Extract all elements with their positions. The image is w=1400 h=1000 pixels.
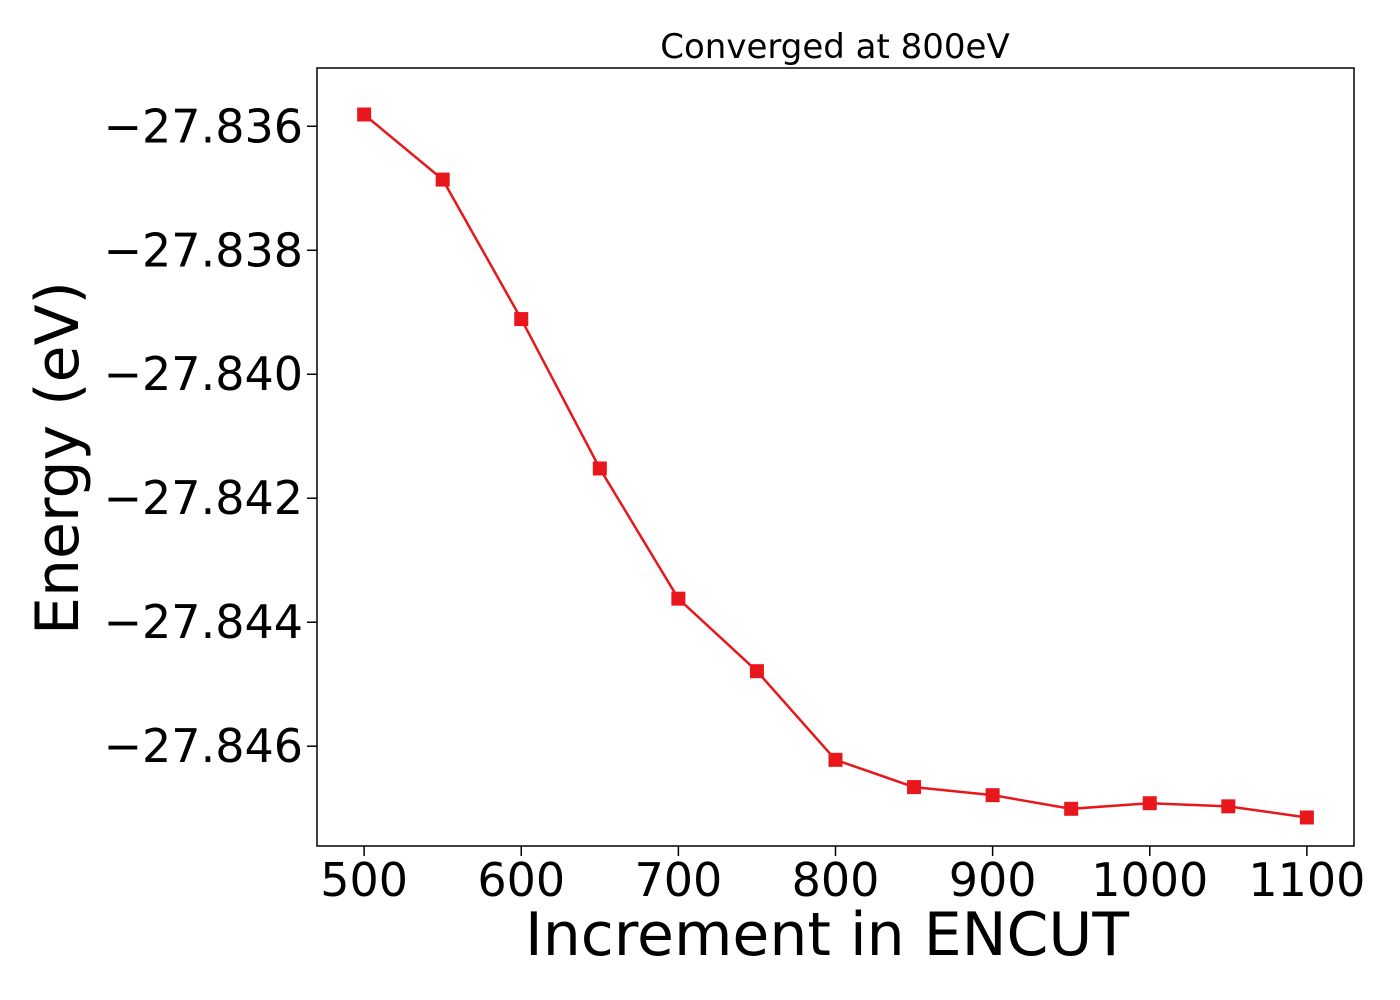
data-point-marker bbox=[749, 664, 764, 679]
x-tick-label: 900 bbox=[949, 853, 1037, 907]
x-tick-label: 500 bbox=[320, 853, 408, 907]
y-axis-label: Energy (eV) bbox=[23, 281, 93, 635]
x-axis: 500 600 700 800 900 1000 1100 bbox=[320, 846, 1365, 907]
y-tick-label: −27.846 bbox=[104, 719, 304, 773]
plot-area bbox=[316, 67, 1355, 847]
data-point-marker bbox=[1064, 801, 1079, 816]
x-tick-label: 700 bbox=[634, 853, 722, 907]
data-point-marker bbox=[671, 591, 686, 606]
y-tick-label: −27.836 bbox=[104, 99, 304, 153]
series-line bbox=[363, 113, 1308, 819]
data-point-marker bbox=[828, 752, 843, 767]
x-tick-label: 800 bbox=[792, 853, 880, 907]
data-point-marker bbox=[1221, 799, 1236, 814]
data-point-marker bbox=[1299, 810, 1314, 825]
y-tick-label: −27.844 bbox=[104, 595, 304, 649]
data-point-marker bbox=[435, 172, 450, 187]
chart-title: Converged at 800eV bbox=[660, 27, 1009, 67]
x-tick-label: 1000 bbox=[1091, 853, 1208, 907]
x-tick-label: 600 bbox=[477, 853, 565, 907]
series-energy bbox=[357, 107, 1314, 825]
y-axis: −27.836 −27.838 −27.840 −27.842 −27.844 −27.8… bbox=[104, 99, 317, 773]
data-point-marker bbox=[985, 788, 1000, 803]
y-tick-label: −27.842 bbox=[104, 471, 304, 525]
data-point-marker bbox=[592, 461, 607, 476]
y-tick-label: −27.838 bbox=[104, 223, 304, 277]
data-point-marker bbox=[514, 312, 529, 327]
y-tick-label: −27.840 bbox=[104, 347, 304, 401]
data-point-marker bbox=[907, 780, 922, 795]
data-point-marker bbox=[357, 107, 372, 122]
data-point-marker bbox=[1142, 796, 1157, 811]
x-axis-label: Increment in ENCUT bbox=[525, 900, 1129, 970]
x-tick-label: 1100 bbox=[1248, 853, 1365, 907]
